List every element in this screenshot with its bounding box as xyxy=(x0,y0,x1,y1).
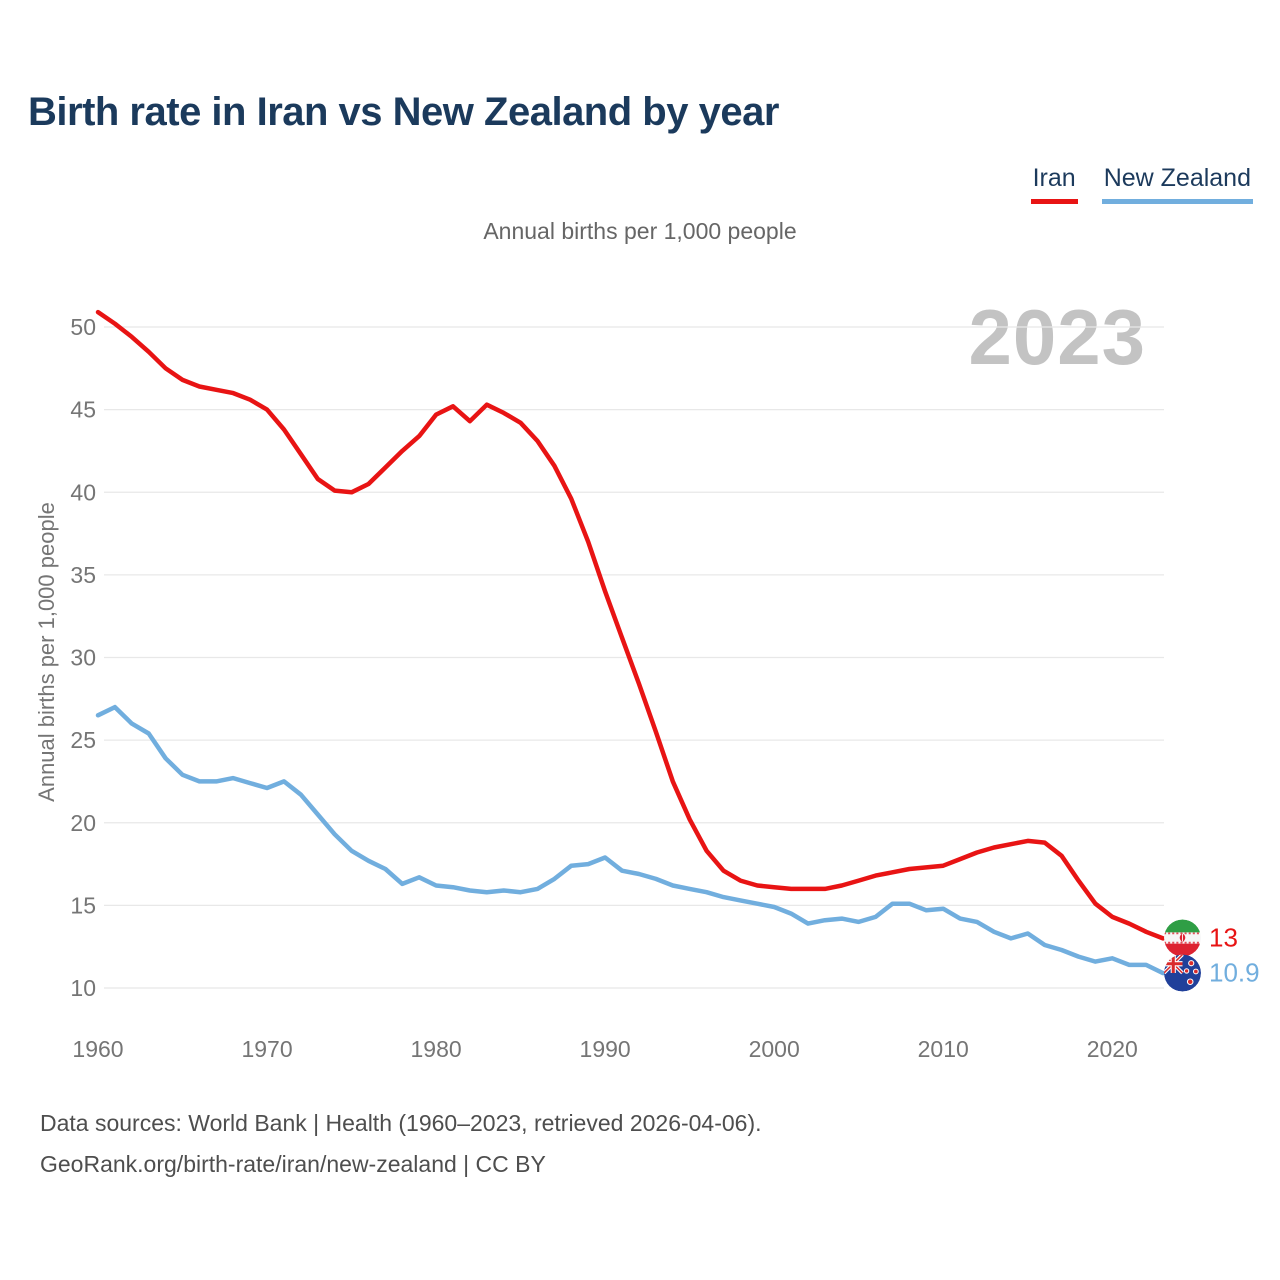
page-title: Birth rate in Iran vs New Zealand by yea… xyxy=(28,90,779,134)
iran-end-label: 13 xyxy=(1164,919,1238,957)
y-tick-label: 40 xyxy=(70,479,96,505)
x-tick-label: 1980 xyxy=(411,1036,462,1062)
footer-data-sources: Data sources: World Bank | Health (1960–… xyxy=(40,1110,762,1136)
chart-subtitle: Annual births per 1,000 people xyxy=(483,218,797,244)
footer: Data sources: World Bank | Health (1960–… xyxy=(40,1103,762,1185)
new-zealand-end-label: 10.9 xyxy=(1164,954,1260,992)
footer-attribution: GeoRank.org/birth-rate/iran/new-zealand … xyxy=(40,1151,546,1177)
x-tick-label: 1970 xyxy=(241,1036,292,1062)
legend-item-new-zealand[interactable]: New Zealand xyxy=(1101,164,1253,204)
y-tick-label: 10 xyxy=(70,975,96,1001)
legend: Iran New Zealand xyxy=(1030,164,1253,204)
y-tick-label: 45 xyxy=(70,397,96,423)
y-tick-label: 15 xyxy=(70,892,96,918)
legend-item-iran[interactable]: Iran xyxy=(1030,164,1078,204)
y-tick-label: 20 xyxy=(70,810,96,836)
x-tick-label: 2000 xyxy=(749,1036,800,1062)
y-tick-label: 25 xyxy=(70,727,96,753)
y-tick-label: 50 xyxy=(70,314,96,340)
iran-latest-value: 13 xyxy=(1209,922,1238,953)
new-zealand-flag-icon xyxy=(1164,954,1201,992)
iran-flag-icon xyxy=(1164,919,1201,957)
x-tick-label: 2010 xyxy=(918,1036,969,1062)
x-tick-label: 2020 xyxy=(1087,1036,1138,1062)
new-zealand-line xyxy=(95,704,1166,976)
x-tick-label: 1960 xyxy=(72,1036,123,1062)
y-tick-label: 35 xyxy=(70,562,96,588)
year-watermark: 2023 xyxy=(968,293,1146,381)
x-tick-label: 1990 xyxy=(580,1036,631,1062)
y-tick-label: 30 xyxy=(70,645,96,671)
iran-line xyxy=(95,309,1166,941)
new-zealand-latest-value: 10.9 xyxy=(1209,957,1260,988)
